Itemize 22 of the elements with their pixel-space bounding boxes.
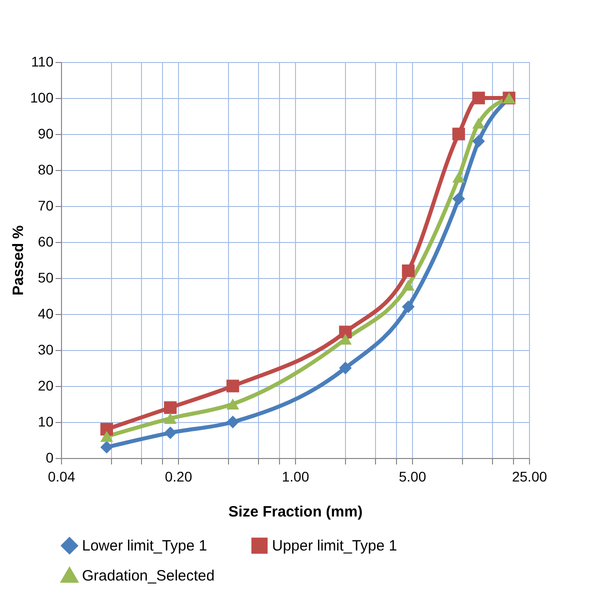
legend-label: Gradation_Selected bbox=[82, 568, 215, 584]
y-tick-label: 90 bbox=[38, 126, 54, 142]
y-tick-label: 40 bbox=[38, 306, 54, 322]
y-tick-label: 60 bbox=[38, 234, 54, 250]
y-tick-label: 30 bbox=[38, 342, 54, 358]
legend-label: Upper limit_Type 1 bbox=[272, 538, 398, 555]
y-tick-label: 50 bbox=[38, 270, 54, 286]
y-axis-title: Passed % bbox=[10, 225, 28, 296]
y-tick-label: 10 bbox=[38, 414, 54, 430]
x-tick-label: 0.04 bbox=[48, 468, 76, 484]
x-axis-title: Size Fraction (mm) bbox=[228, 504, 363, 520]
x-tick-label: 1.00 bbox=[282, 468, 310, 484]
y-tick-label: 100 bbox=[30, 90, 54, 106]
x-tick-label: 5.00 bbox=[398, 468, 426, 484]
y-tick-label: 70 bbox=[38, 198, 54, 214]
x-tick-label: 0.20 bbox=[164, 468, 192, 484]
y-tick-label: 80 bbox=[38, 162, 54, 178]
y-tick-label: 110 bbox=[31, 54, 54, 70]
x-tick-label: 25.00 bbox=[512, 468, 548, 484]
y-tick-label: 20 bbox=[38, 378, 54, 394]
y-tick-label: 0 bbox=[46, 450, 54, 466]
legend-label: Lower limit_Type 1 bbox=[82, 538, 208, 555]
